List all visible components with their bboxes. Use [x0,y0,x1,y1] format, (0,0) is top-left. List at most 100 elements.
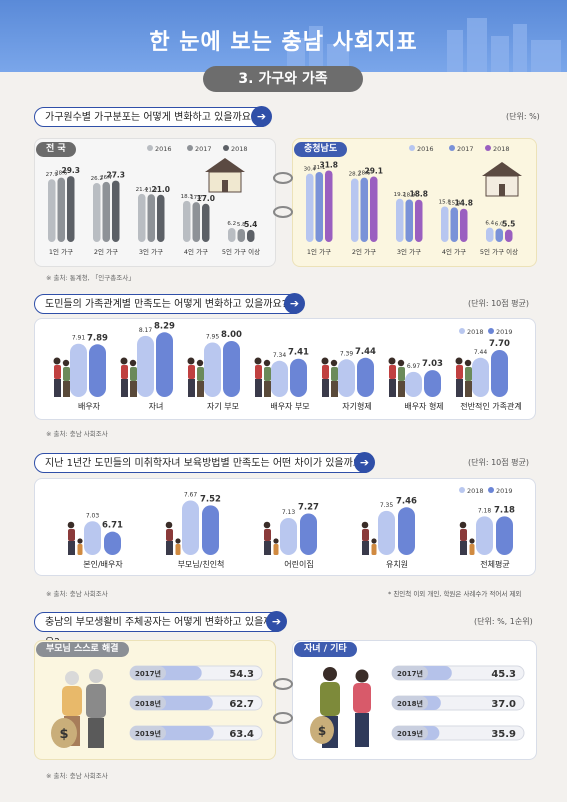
data-label: 7.44 [355,347,376,357]
bar [290,358,307,397]
data-label: 6.97 [407,363,421,370]
category-label: 5인 가구 이상 [480,247,518,256]
bar [57,177,65,242]
data-label: 45.3 [491,669,516,680]
person-icon [397,359,405,367]
bar [157,194,165,242]
bar [415,199,423,242]
unit-label: (단위: 10점 평균) [468,458,530,467]
person-icon [389,379,396,397]
body [320,682,340,716]
person-icon [255,365,262,379]
year-tag-bg [130,696,166,710]
category-label: 본인/배우자 [83,559,123,569]
legend-swatch [485,145,491,151]
panel-tag-children: 자녀 / 기타 [294,642,357,657]
data-label: 7.03 [86,512,100,519]
data-label: 30.4 [304,167,317,173]
person-icon [165,521,173,529]
category-label: 배우자 부모 [270,402,309,411]
person-icon [456,379,463,397]
bar [192,202,200,242]
bar [67,176,75,242]
person-icon [264,367,271,381]
category-label: 전반적인 가족관계 [460,401,521,411]
category-label: 3인 가구 [397,247,421,256]
money-bag-icon: $ [310,716,334,744]
legs [355,713,369,747]
question-text: 가구원수별 가구분포는 어떻게 변화하고 있을까요? [45,112,257,123]
bag [51,718,77,748]
person-icon [254,357,262,365]
category-label: 자기형제 [342,402,371,411]
data-label: 6.71 [102,521,123,531]
bar [112,180,120,242]
bar [370,176,378,242]
source-note-1: ※ 출처: 통계청, 「인구총조사」 [46,274,135,282]
panel-tag-national: 전 국 [36,142,76,157]
unit-label: (단위: 10점 평균) [468,299,530,308]
child-icon [273,538,279,544]
bar [147,194,155,242]
category-label: 부모님/친인척 [178,559,225,569]
data-label: 7.95 [206,334,220,341]
year-label: 2019년 [135,729,161,738]
data-label: 8.00 [221,330,242,340]
legend-label: 2016 [417,145,434,153]
data-label: 31.8 [319,160,338,169]
question-banner-1: 가구원수별 가구분포는 어떻게 변화하고 있을까요? ➔ [34,106,272,127]
child-icon [77,538,83,544]
child-icon [469,544,475,555]
data-label: 6.4 [485,221,494,227]
dollar-sign: $ [318,724,326,738]
question-banner-4: 충남의 부모생활비 주체공자는 어떻게 변화하고 있을까요? ➔ [34,611,287,648]
legend-swatch [147,145,153,151]
legend-swatch [223,145,229,151]
legend-label: 2017 [195,145,212,153]
dollar-sign: $ [59,727,68,742]
head [355,669,369,683]
person-icon [255,379,262,397]
person-icon [330,359,338,367]
data-label: 54.3 [229,669,254,680]
legend-label: 2018 [231,145,248,153]
person-icon [465,367,472,381]
page-title: 한 눈에 보는 충남 사회지표 [149,30,418,55]
data-label: 14.8 [454,199,473,208]
person-icon [321,357,329,365]
child-icon [371,538,377,544]
person-icon [68,529,75,541]
data-label: 7.27 [298,502,319,512]
data-label: 21.2 [145,187,157,193]
person-icon [166,541,173,555]
data-label: 17.7 [190,195,203,201]
data-label: 7.18 [478,507,492,514]
bar [138,193,146,242]
year-label: 2017년 [135,669,161,678]
data-label: 21.4 [136,187,149,193]
person-icon [129,359,137,367]
legend-swatch [488,328,494,334]
data-label: 21.0 [151,185,170,194]
arrow-right-icon: ➔ [354,452,375,473]
data-label: 63.4 [229,729,254,740]
year-tag-bg [392,666,428,680]
bar [495,228,503,242]
child-icon [371,544,377,555]
data-label: 7.03 [422,359,443,369]
person-icon [120,357,128,365]
person-icon [188,365,195,379]
person-icon [322,365,329,379]
bar [424,370,441,397]
data-label: 7.34 [273,352,287,359]
header-banner [0,0,567,72]
bar [338,359,355,397]
bar [306,173,314,242]
person-icon [331,367,338,381]
legend-label: 2017 [457,145,474,153]
person-icon [197,381,204,397]
bar [223,341,240,397]
data-label: 5.5 [502,220,515,229]
house-icon [205,158,245,193]
bar [204,342,221,397]
